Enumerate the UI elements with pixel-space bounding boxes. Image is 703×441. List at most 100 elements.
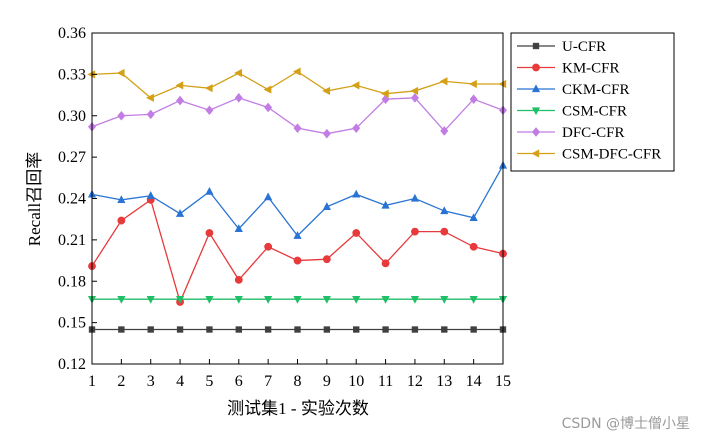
x-tick-label: 14 [466,373,482,390]
x-tick-label: 13 [436,373,452,390]
legend-entry: DFC-CFR [517,125,625,141]
legend-label: CSM-CFR [562,104,627,120]
data-point [498,79,507,89]
data-point [440,126,449,136]
data-point [381,200,390,209]
data-point [118,326,125,333]
data-point [352,295,361,304]
legend-marker [531,84,541,93]
legend-entry: CSM-DFC-CFR [517,147,661,163]
data-point [264,326,272,333]
data-point [469,94,478,104]
legend-marker [531,107,541,116]
data-point [353,326,360,333]
data-point [292,67,301,76]
data-point [264,192,273,201]
data-point [440,227,449,236]
data-point [205,295,214,304]
x-tick-label: 3 [147,373,155,390]
data-point [469,213,478,221]
data-point [234,68,242,78]
legend-marker [532,42,540,50]
watermark-text: CSDN @博士僧小星 [562,415,690,432]
data-point [234,275,243,284]
x-tick-label: 11 [378,373,393,390]
data-point [117,216,126,225]
x-tick-label: 12 [407,373,423,390]
data-point [469,295,478,304]
data-point [352,229,361,237]
data-point [293,256,302,265]
data-point [147,326,154,333]
series-km-cfr [88,195,507,306]
legend-entry: KM-CFR [517,61,620,77]
legend: U-CFR KM-CFR CKM-CFR CSM-CFR DFC-CFR CSM-DFC-… [510,32,675,172]
legend-box [510,32,675,172]
y-tick-label: 0.24 [58,191,86,208]
data-point [234,295,243,304]
data-point [146,295,155,304]
data-point [352,189,361,198]
series-csm-dfc-cfr [87,67,507,102]
data-point [410,93,419,103]
data-point [146,109,155,120]
legend-label: CSM-DFC-CFR [562,147,661,163]
x-tick-label: 9 [323,373,331,390]
data-point [234,224,243,233]
data-point [294,326,301,333]
data-point [205,105,214,116]
data-point [410,295,420,304]
data-point [175,295,185,304]
data-point [322,128,331,139]
x-tick-label: 15 [495,373,511,390]
legend-label: CKM-CFR [562,82,630,98]
legend-label: KM-CFR [562,61,620,77]
data-point [176,95,185,106]
legend-label: DFC-CFR [562,125,625,141]
y-tick-label: 0.30 [58,108,86,125]
data-point [470,326,477,333]
legend-marker [532,63,540,72]
data-point [235,326,242,333]
data-point [469,242,478,251]
series-csm-cfr [87,295,508,304]
data-point [440,295,449,304]
data-point [175,81,184,90]
data-point [469,79,477,89]
data-point [117,110,126,121]
data-point [352,123,361,133]
data-point [380,89,389,98]
data-point [263,85,272,94]
y-tick-label: 0.36 [58,25,86,42]
data-point [382,326,389,333]
data-point [381,94,390,104]
x-tick-label: 7 [264,373,272,390]
data-point [176,326,184,333]
data-point [264,242,273,251]
y-tick-label: 0.27 [58,149,86,166]
data-point [117,195,126,204]
data-point [206,326,213,333]
x-tick-label: 2 [117,373,125,390]
data-point [146,93,154,102]
data-point [146,191,155,199]
x-tick-label: 4 [176,373,184,390]
y-tick-label: 0.12 [58,356,86,373]
x-tick-label: 1 [88,373,96,390]
legend-entry: CKM-CFR [517,82,630,98]
data-point [293,231,302,239]
data-point [322,295,331,304]
series-line [91,198,504,304]
data-point [204,84,213,93]
data-point [410,193,420,202]
x-tick-label: 10 [348,373,364,390]
x-tick-label: 8 [294,373,302,390]
plot-area [87,67,508,333]
data-point [116,68,125,78]
data-point [439,77,448,86]
axes: 0.120.150.180.210.240.270.300.330.361 2 3 4… [58,25,511,390]
data-point [293,123,302,133]
data-point [441,326,448,333]
y-tick-label: 0.33 [58,66,86,83]
